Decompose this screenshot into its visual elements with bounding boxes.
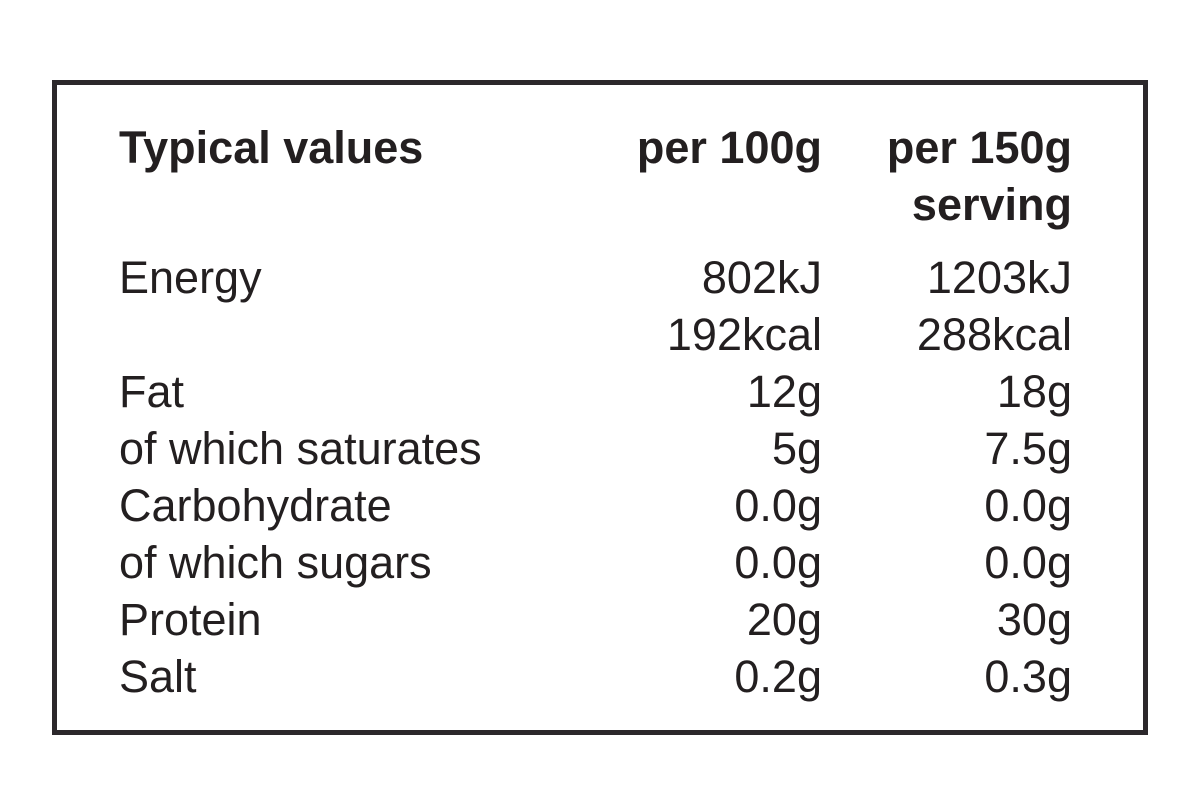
nutrient-name: Fat [119, 366, 185, 417]
nutrient-name: Salt [119, 651, 197, 702]
nutrient-row: of which saturates 5g 7.5g [119, 420, 1072, 477]
header-row: Typical values per 100g per 150g serving [119, 119, 1072, 249]
table-body: Energy 802kJ 1203kJ 192kcal 288kcal Fat … [119, 249, 1072, 705]
nutrient-value-per100g: 192kcal [666, 309, 822, 360]
nutrient-row: of which sugars 0.0g 0.0g [119, 534, 1072, 591]
nutrient-row: Energy 802kJ 1203kJ [119, 249, 1072, 306]
nutrient-name: Energy [119, 252, 262, 303]
header-per-150g-serving: per 150g serving [822, 119, 1072, 249]
nutrient-value-per100g: 20g [746, 594, 822, 645]
nutrient-name: of which saturates [119, 423, 482, 474]
header-typical-values: Typical values [119, 122, 424, 173]
nutrition-table: Typical values per 100g per 150g serving… [119, 119, 1072, 705]
nutrient-value-serving: 18g [996, 366, 1072, 417]
nutrient-value-serving: 0.3g [984, 651, 1072, 702]
header-per-100g: per 100g [636, 122, 822, 173]
nutrient-value-per100g: 0.2g [734, 651, 822, 702]
nutrient-value-serving: 0.0g [984, 537, 1072, 588]
nutrient-value-serving: 0.0g [984, 480, 1072, 531]
nutrient-value-serving: 288kcal [916, 309, 1072, 360]
nutrient-name [119, 306, 587, 363]
nutrient-value-serving: 30g [996, 594, 1072, 645]
nutrient-value-per100g: 802kJ [701, 252, 822, 303]
nutrient-name: Protein [119, 594, 262, 645]
nutrient-row: 192kcal 288kcal [119, 306, 1072, 363]
header-per-150g-line1: per 150g [886, 122, 1072, 173]
nutrition-table-border: Typical values per 100g per 150g serving… [52, 80, 1148, 735]
nutrient-row: Carbohydrate 0.0g 0.0g [119, 477, 1072, 534]
nutrient-row: Salt 0.2g 0.3g [119, 648, 1072, 705]
nutrient-value-serving: 1203kJ [926, 252, 1072, 303]
header-per-150g-line2: serving [911, 179, 1072, 230]
nutrient-value-per100g: 5g [771, 423, 822, 474]
nutrient-value-per100g: 0.0g [734, 537, 822, 588]
nutrient-name: Carbohydrate [119, 480, 392, 531]
nutrient-row: Fat 12g 18g [119, 363, 1072, 420]
nutrient-name: of which sugars [119, 537, 432, 588]
nutrient-row: Protein 20g 30g [119, 591, 1072, 648]
nutrient-value-serving: 7.5g [984, 423, 1072, 474]
nutrient-value-per100g: 0.0g [734, 480, 822, 531]
nutrient-value-per100g: 12g [746, 366, 822, 417]
